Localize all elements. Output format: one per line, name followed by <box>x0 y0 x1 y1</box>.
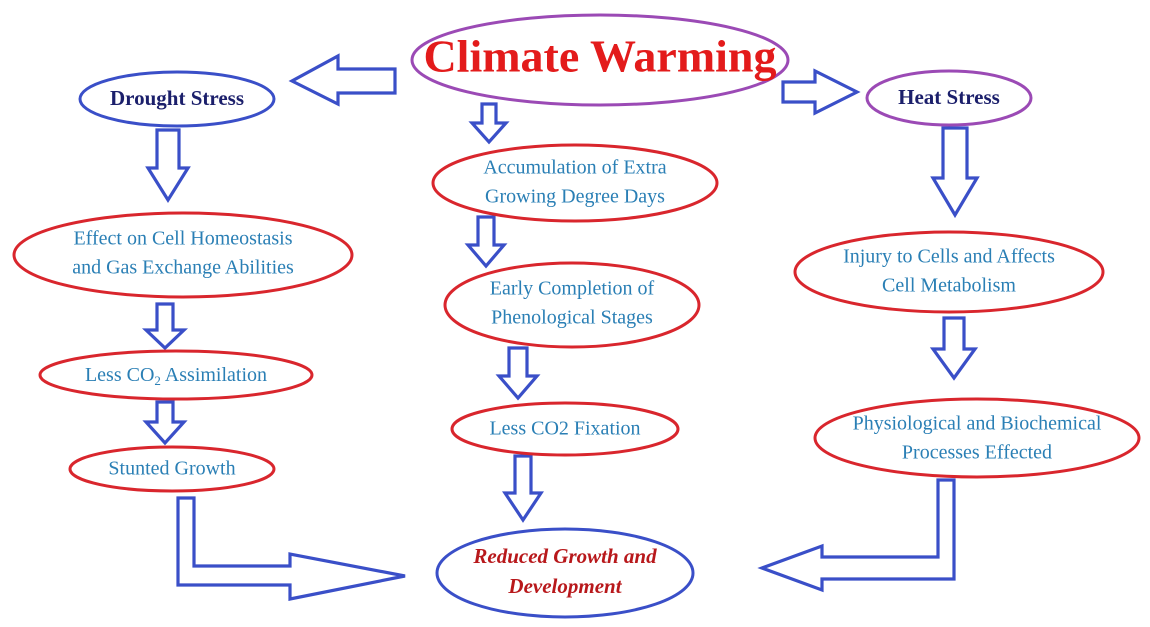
drought-step1-node: Effect on Cell Homeostasis and Gas Excha… <box>12 211 354 299</box>
drought-step1-line1: Effect on Cell Homeostasis <box>73 228 292 250</box>
heat-step1-line2: Cell Metabolism <box>882 275 1016 297</box>
arrow-title-to-center <box>468 102 510 145</box>
center-step2-node: Early Completion of Phenological Stages <box>443 261 701 349</box>
heat-step2-node: Physiological and Biochemical Processes … <box>813 397 1141 479</box>
drought-step1-line2: and Gas Exchange Abilities <box>72 257 294 279</box>
arrow-stunted-to-outcome <box>176 496 406 601</box>
drought-step2-label: Less CO2 Assimilation <box>85 364 267 388</box>
drought-step2-suffix: Assimilation <box>161 364 267 386</box>
center-step3-node: Less CO2 Fixation <box>450 401 680 457</box>
outcome-node: Reduced Growth and Development <box>435 527 695 619</box>
drought-stress-node: Drought Stress <box>78 70 276 128</box>
title-node: Climate Warming <box>410 13 790 107</box>
heat-step1-node: Injury to Cells and Affects Cell Metabol… <box>793 230 1105 314</box>
arrow-heat-down-2 <box>929 316 979 381</box>
center-step1-node: Accumulation of Extra Growing Degree Day… <box>431 143 719 223</box>
drought-step3-label: Stunted Growth <box>108 458 235 480</box>
center-step2-line1: Early Completion of <box>490 278 655 300</box>
drought-step2-prefix: Less CO <box>85 364 154 386</box>
outcome-line1: Reduced Growth and <box>472 544 657 568</box>
arrow-title-to-heat <box>781 68 861 116</box>
arrow-heat-down-1 <box>930 126 980 219</box>
arrow-drought-down-2 <box>141 302 189 351</box>
arrow-drought-down-3 <box>142 400 188 446</box>
drought-stress-label: Drought Stress <box>110 86 244 110</box>
center-step1-line2: Growing Degree Days <box>485 186 665 208</box>
arrow-center-down-2 <box>495 346 541 401</box>
drought-step3-node: Stunted Growth <box>68 445 276 493</box>
heat-step2-line2: Processes Effected <box>902 442 1052 464</box>
heat-stress-node: Heat Stress <box>865 69 1033 127</box>
arrow-heat-to-outcome <box>757 478 956 593</box>
center-step1-line1: Accumulation of Extra <box>483 157 666 179</box>
arrow-center-down-3 <box>502 454 544 523</box>
arrow-center-down-1 <box>464 215 508 269</box>
drought-step2-subscript: 2 <box>154 373 161 388</box>
heat-stress-label: Heat Stress <box>898 85 1000 109</box>
center-step2-line2: Phenological Stages <box>491 307 653 329</box>
outcome-line2: Development <box>507 574 622 598</box>
heat-step1-line1: Injury to Cells and Affects <box>843 246 1055 268</box>
drought-step2-node: Less CO2 Assimilation <box>38 349 314 401</box>
arrow-drought-down-1 <box>145 128 191 204</box>
title-label: Climate Warming <box>423 31 776 82</box>
arrow-title-to-drought <box>288 53 397 107</box>
center-step3-label: Less CO2 Fixation <box>489 418 640 440</box>
heat-step2-line1: Physiological and Biochemical <box>853 413 1102 435</box>
